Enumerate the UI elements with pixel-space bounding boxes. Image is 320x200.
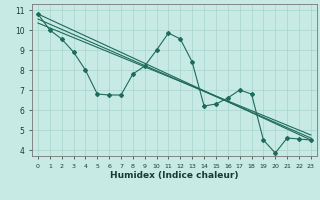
X-axis label: Humidex (Indice chaleur): Humidex (Indice chaleur): [110, 171, 239, 180]
